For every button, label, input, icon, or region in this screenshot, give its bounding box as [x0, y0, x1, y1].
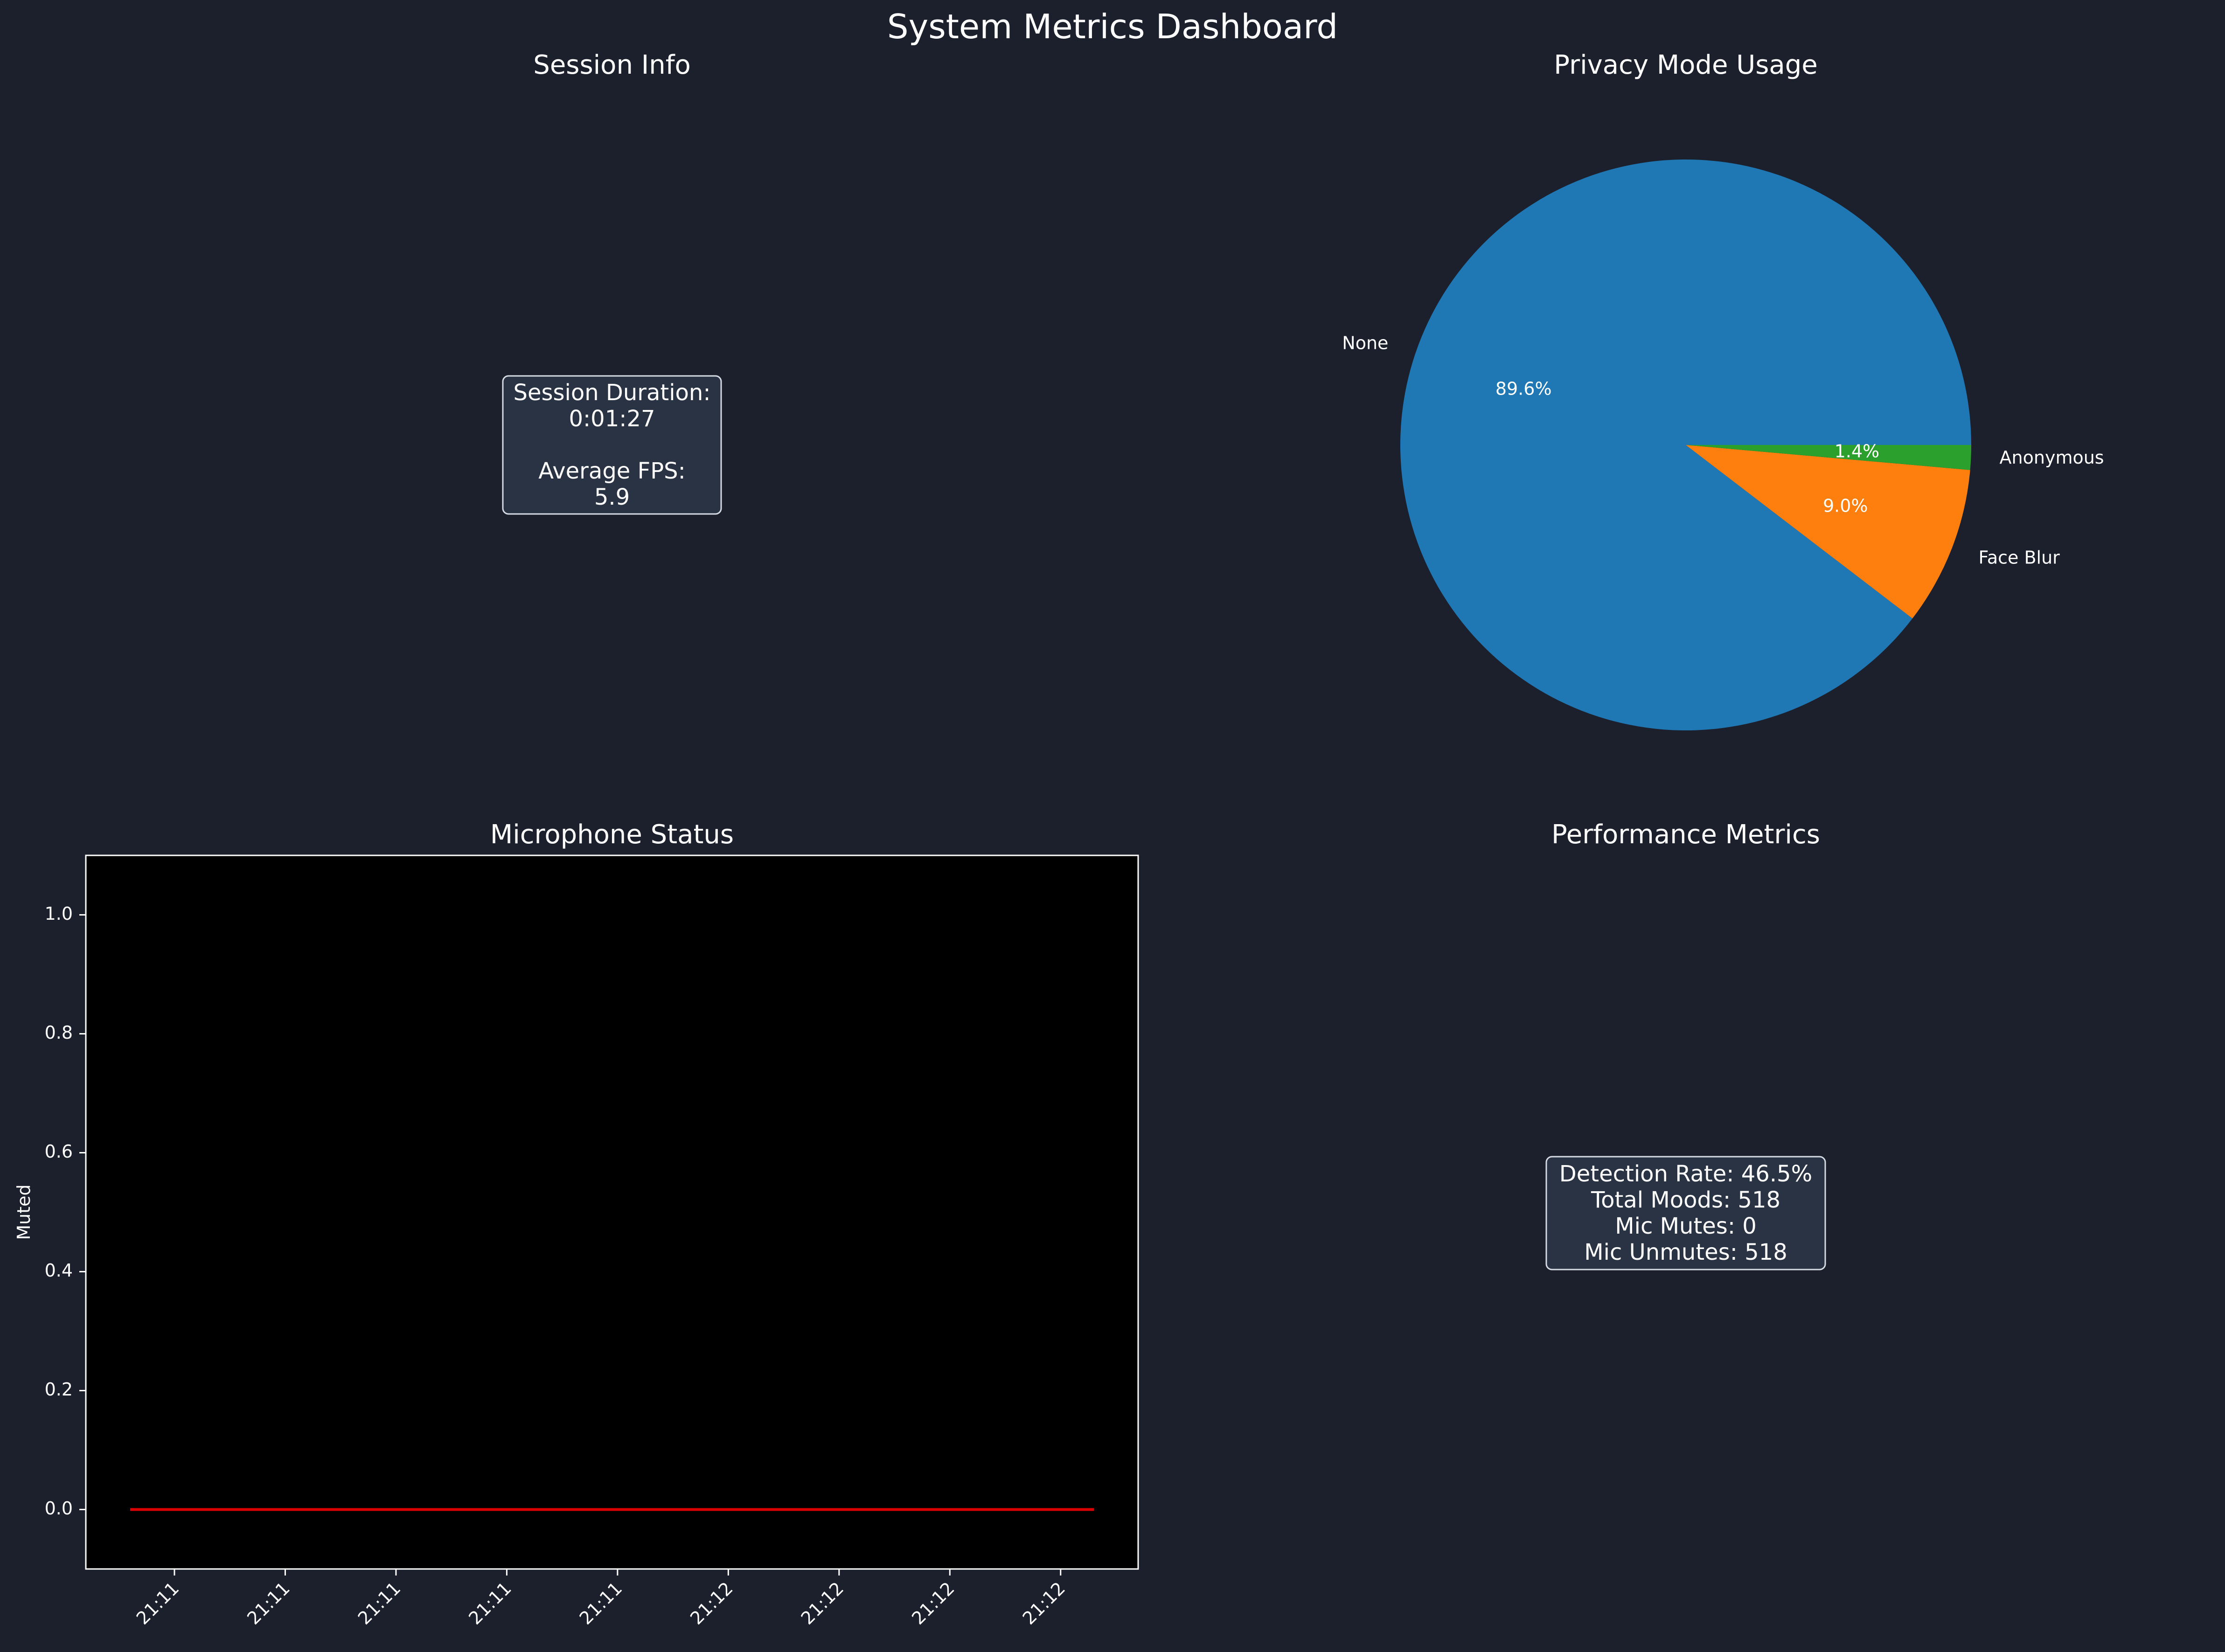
session-info-line: Average FPS: [538, 458, 686, 484]
session-info-title: Session Info [533, 50, 690, 80]
performance-metric-line: Mic Unmutes: 518 [1584, 1239, 1787, 1265]
pie-pct-label: 89.6% [1495, 379, 1552, 399]
y-tick-label: 0.2 [45, 1379, 73, 1400]
performance-metrics-title: Performance Metrics [1551, 819, 1820, 850]
session-info-line: 0:01:27 [569, 406, 655, 432]
dashboard-title: System Metrics Dashboard [887, 7, 1338, 46]
privacy-mode-title: Privacy Mode Usage [1554, 50, 1817, 80]
performance-metric-line: Detection Rate: 46.5% [1559, 1161, 1812, 1187]
y-tick-label: 0.4 [45, 1260, 73, 1281]
pie-slice-none [1400, 160, 1971, 731]
plot-frame [85, 854, 1139, 1570]
pie-label: Anonymous [2000, 447, 2104, 468]
plot-area [86, 855, 1138, 1569]
pie-pct-label: 9.0% [1823, 496, 1868, 516]
pie-label: Face Blur [1978, 547, 2060, 568]
session-info-line: Session Duration: [513, 380, 710, 406]
pie-label: None [1342, 333, 1388, 353]
pie-slice-face-blur [1686, 445, 1970, 619]
performance-metric-line: Total Moods: 518 [1591, 1187, 1780, 1213]
privacy-mode-panel: Privacy Mode Usage None 89.6% Face Blur 9.0… [1342, 50, 2104, 731]
microphone-status-title: Microphone Status [490, 819, 734, 850]
pie-pct-label: 1.4% [1835, 441, 1880, 462]
y-tick-label: 0.6 [45, 1141, 73, 1162]
y-tick-label: 0.0 [45, 1498, 73, 1519]
y-tick-label: 1.0 [45, 903, 73, 924]
privacy-pie: None 89.6% Face Blur 9.0% Anonymous 1.4% [1342, 160, 2104, 731]
performance-metrics-box [1545, 1156, 1826, 1270]
y-tick-label: 0.8 [45, 1022, 73, 1043]
performance-metric-line: Mic Mutes: 0 [1615, 1213, 1757, 1239]
y-axis-label: Muted [14, 1184, 34, 1240]
pie-slice-anonymous [1686, 445, 1971, 470]
microphone-status-panel: Microphone Status 0.00.20.40.60.81.021:1… [14, 819, 1139, 1629]
session-info-line: 5.9 [594, 484, 630, 510]
session-info-box [502, 375, 722, 515]
session-info-panel: Session Info Session Duration: 0:01:27 A… [502, 50, 722, 515]
performance-metrics-panel: Performance Metrics Detection Rate: 46.5… [1545, 819, 1826, 1270]
